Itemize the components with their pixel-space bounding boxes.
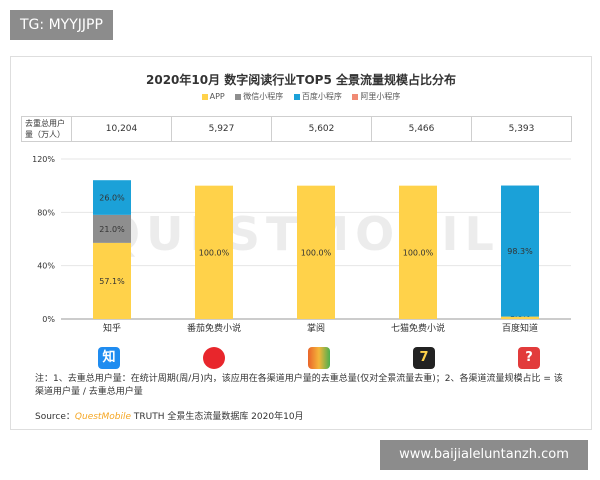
source-prefix: Source：	[35, 412, 75, 422]
bar-segment	[93, 242, 131, 319]
bar-data-label: 26.0%	[99, 194, 125, 203]
source-brand: QuestMobile	[74, 412, 131, 422]
bar-data-label: 100.0%	[199, 248, 230, 257]
bar-segment	[501, 316, 539, 319]
qimao-icon-glyph: 7	[419, 350, 429, 365]
top-watermark-tag: TG: MYYJJPP	[10, 10, 113, 40]
legend-swatch-alipay	[352, 93, 359, 100]
users-cell-baidu: 5,393	[508, 124, 535, 134]
x-tick-label: 知乎	[103, 322, 121, 334]
users-cell-qimao: 5,466	[372, 117, 472, 141]
bar-segment	[399, 185, 437, 319]
users-table-header: 去重总用户量（万人）	[22, 117, 72, 141]
y-tick-label: 80%	[37, 208, 55, 217]
legend-label-wechat: 微信小程序	[243, 92, 284, 101]
bottom-watermark-tag: www.baijialeluntanzh.com	[380, 440, 588, 470]
baidu-icon-glyph: ?	[525, 350, 533, 365]
footnote: 注：1、去重总用户量：在统计周期(周/月)内，该应用在各渠道用户量的去重总量(仅…	[35, 374, 563, 397]
bar-segment	[195, 185, 233, 319]
legend-item-wechat: 微信小程序	[235, 91, 283, 102]
chart-card: 2020年10月 数字阅读行业TOP5 全景流量规模占比分布 APP 微信小程序…	[10, 56, 592, 430]
users-cell-zhihu: 10,204	[72, 117, 172, 141]
bar-data-label: 57.1%	[99, 277, 125, 286]
legend-item-app: APP	[201, 92, 225, 101]
legend-swatch-baidu	[293, 93, 300, 100]
legend-item-alipay: 阿里小程序	[352, 91, 400, 102]
zhihu-icon-glyph: 知	[102, 350, 116, 365]
stacked-bar-chart: 0% 40% 80% 120% 57.1% 21.0% 26.0% 知乎 100.0% 番茄免费小…	[32, 155, 571, 334]
x-tick-label: 掌阅	[307, 323, 325, 334]
x-tick-label: 百度知道	[502, 322, 538, 334]
fanqie-app-icon	[203, 347, 225, 369]
bar-data-label: 100.0%	[403, 248, 434, 257]
y-tick-label: 120%	[32, 155, 55, 164]
legend-item-baidu: 百度小程序	[293, 91, 342, 102]
x-tick-label: 七猫免费小说	[391, 322, 445, 334]
bar-data-label: 21.0%	[99, 225, 125, 234]
bar-data-label: 98.3%	[507, 247, 533, 256]
y-tick-label: 0%	[42, 315, 55, 324]
bar-segment	[93, 214, 131, 243]
source-rest: TRUTH 全景生态流量数据库 2020年10月	[131, 412, 304, 422]
legend-label-app: APP	[209, 92, 225, 101]
legend-swatch-app	[201, 93, 208, 100]
bar-segment	[501, 185, 539, 317]
legend-label-alipay: 阿里小程序	[360, 92, 401, 101]
chart-legend: APP 微信小程序 百度小程序 阿里小程序	[11, 91, 591, 102]
x-tick-label: 番茄免费小说	[187, 322, 241, 334]
bar-segment	[93, 180, 131, 215]
qimao-app-icon: 7	[413, 347, 435, 369]
legend-label-baidu: 百度小程序	[301, 92, 342, 101]
users-cell-fanqie: 5,927	[172, 117, 272, 141]
users-table: 去重总用户量（万人） 10,204 5,927 5,602 5,466 5,39…	[21, 116, 572, 142]
zhihu-app-icon: 知	[98, 347, 120, 369]
legend-swatch-wechat	[235, 93, 242, 100]
users-cell-zhangyue: 5,602	[272, 117, 372, 141]
zhangyue-app-icon	[308, 347, 330, 369]
y-tick-label: 40%	[37, 262, 55, 271]
bar-segment	[297, 185, 335, 319]
baidu-zhidao-app-icon: ?	[518, 347, 540, 369]
source-line: Source：QuestMobile TRUTH 全景生态流量数据库 2020年…	[35, 409, 304, 422]
bar-data-label: 100.0%	[301, 248, 332, 257]
chart-title: 2020年10月 数字阅读行业TOP5 全景流量规模占比分布	[146, 73, 456, 87]
